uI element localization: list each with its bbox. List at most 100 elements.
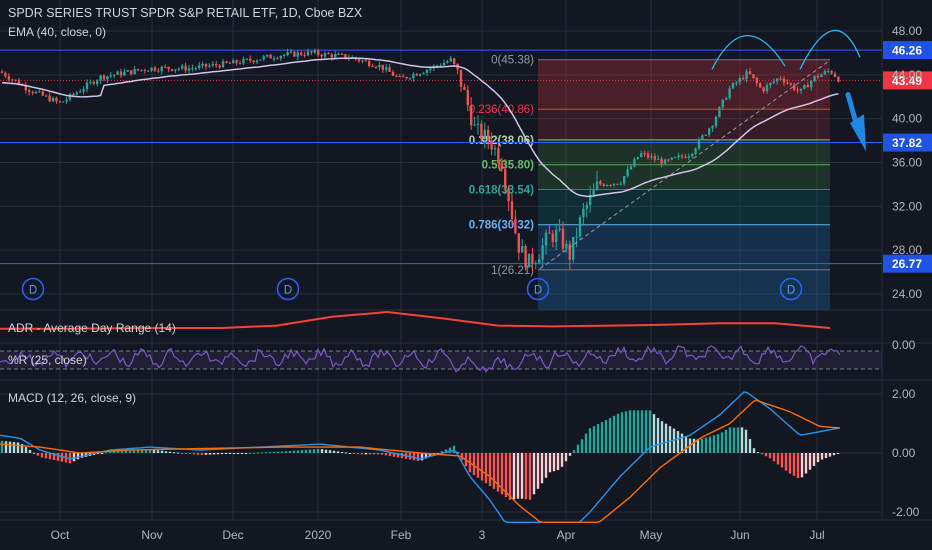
candle-body	[619, 183, 622, 185]
candle-body	[249, 58, 252, 61]
fib-level-label: 0.786(30.32)	[469, 220, 534, 232]
trend-drawings[interactable]	[539, 29, 866, 270]
candle-body	[449, 58, 452, 62]
candle-body	[606, 185, 609, 187]
macd-histogram-bar	[132, 450, 136, 453]
macd-histogram-bar	[56, 453, 60, 461]
candle-body	[667, 159, 670, 161]
candle-body	[106, 76, 109, 80]
candle-body	[252, 60, 255, 63]
candle-body	[228, 62, 231, 64]
candle-body	[330, 54, 333, 58]
macd-histogram-bar	[656, 418, 660, 453]
macd-histogram-bar	[396, 453, 400, 458]
candle-body	[361, 60, 364, 62]
dividend-marker[interactable]	[779, 277, 803, 301]
candle-body	[201, 63, 204, 66]
candle-body	[466, 89, 469, 106]
macd-histogram-bar	[712, 435, 716, 453]
candle-body	[381, 64, 384, 70]
price-axis[interactable]: 46.26 37.82 26.77 43.49 48.00 44.00 40.00 36.00…	[883, 24, 932, 519]
candle-body	[75, 92, 78, 95]
macd-histogram-bar	[576, 444, 580, 453]
price-tick-label: 44.00	[892, 68, 922, 82]
williams-r-legend[interactable]: %R (25, close)	[8, 353, 87, 367]
candle-body	[408, 78, 412, 80]
macd-histogram-bar	[140, 450, 144, 453]
candle-body	[293, 51, 296, 57]
candle-body	[174, 69, 177, 71]
candle-body	[388, 67, 391, 72]
dividend-marker[interactable]	[21, 277, 45, 301]
dividend-marker[interactable]	[276, 277, 300, 301]
macd-histogram-bar	[340, 451, 344, 453]
macd-histogram-bar	[476, 453, 480, 478]
macd-histogram-bar	[320, 449, 324, 453]
candle-body	[602, 184, 605, 186]
candle-body	[425, 69, 429, 73]
time-tick-label: Feb	[391, 528, 412, 542]
candle-body	[585, 204, 588, 209]
macd-histogram-bar	[360, 453, 364, 455]
macd-histogram-bar	[100, 453, 104, 454]
macd-histogram-bar	[588, 428, 592, 453]
macd-histogram-bar	[740, 427, 744, 453]
macd-histogram-bar	[488, 453, 492, 487]
macd-histogram-bar	[288, 450, 292, 453]
macd-legend[interactable]: MACD (12, 26, close, 9)	[8, 391, 137, 405]
macd-histogram-bar	[156, 450, 160, 453]
candle-body	[45, 95, 48, 97]
fib-zone-extension	[538, 269, 830, 310]
macd-histogram-bar	[628, 410, 632, 453]
candle-body	[245, 58, 248, 60]
candle-body	[636, 156, 639, 160]
fib-zone	[538, 109, 830, 140]
current-price-label: 43.49	[892, 74, 922, 88]
macd-histogram-bar	[536, 453, 540, 489]
candle-body	[769, 82, 772, 86]
candle-body	[517, 233, 520, 253]
macd-histogram-bar	[540, 453, 544, 484]
candle-body	[170, 69, 174, 71]
macd-histogram-bar	[220, 453, 224, 455]
macd-histogram-bar	[336, 451, 340, 453]
candle-body	[364, 60, 367, 62]
candle-body	[507, 187, 510, 202]
candle-body	[204, 63, 208, 67]
candle-body	[575, 236, 578, 238]
macd-histogram-bar	[560, 453, 564, 467]
macd-histogram-bar	[124, 451, 128, 453]
macd-histogram-bar	[436, 453, 440, 454]
macd-histogram-bar	[572, 450, 576, 453]
candle-body	[17, 80, 21, 85]
candle-body	[187, 68, 191, 71]
candle-body	[357, 59, 361, 62]
macd-histogram-bar	[592, 426, 596, 453]
fibonacci-retracement[interactable]: 0(45.38)0.236(40.86)0.382(38.06)0.5(35.8…	[469, 55, 830, 310]
dividend-marker[interactable]	[526, 277, 550, 301]
candle-body	[266, 54, 269, 57]
macd-histogram-bar	[724, 429, 728, 453]
candle-body	[225, 61, 228, 63]
level-price-tag	[883, 254, 932, 273]
macd-histogram-bar	[584, 433, 588, 453]
candle-body	[708, 128, 711, 135]
current-price-tag	[883, 71, 932, 90]
macd-histogram-bar	[660, 421, 664, 453]
adr-legend[interactable]: ADR - Average Day Range (14)	[8, 321, 176, 335]
ema-line	[1, 57, 839, 198]
fib-level-label: 0.236(40.86)	[469, 104, 534, 116]
macd-histogram-bar	[784, 453, 788, 471]
ema-legend[interactable]: EMA (40, close, 0)	[8, 25, 107, 39]
candle-body	[646, 153, 650, 158]
macd-histogram-bar	[664, 423, 668, 453]
candle-body	[463, 86, 466, 90]
fib-level-label: 0.5(35.80)	[482, 160, 535, 172]
macd-histogram-bar	[328, 450, 332, 453]
macd-histogram-bar	[672, 428, 676, 453]
macd-histogram-bar	[112, 451, 116, 453]
time-axis[interactable]: Oct Nov Dec 2020 Feb 3 Apr May Jun Jul	[51, 528, 825, 542]
macd-histogram-bar	[204, 453, 208, 455]
